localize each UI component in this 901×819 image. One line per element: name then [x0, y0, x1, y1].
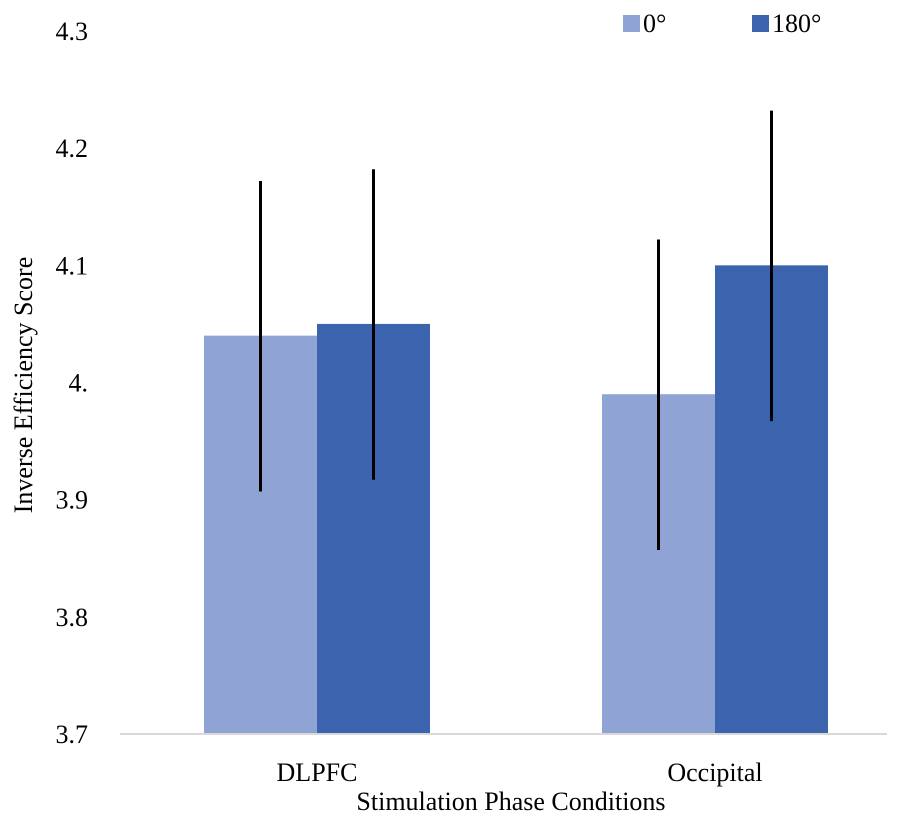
x-axis-title: Stimulation Phase Conditions: [356, 787, 665, 816]
legend-swatch: [623, 15, 640, 32]
x-tick-label: Occipital: [667, 758, 762, 787]
y-tick-label: 4.3: [56, 17, 89, 46]
error-bars: [259, 110, 773, 551]
bars: [204, 265, 828, 734]
y-axis-tick-labels: 3.7 3.8 3.9 4. 4.1 4.2 4.3: [56, 17, 89, 749]
x-tick-label: DLPFC: [277, 758, 358, 787]
y-axis-title: Inverse Efficiency Score: [9, 257, 38, 514]
y-tick-label: 3.7: [56, 720, 89, 749]
legend-label: 0°: [643, 9, 666, 38]
legend-label: 180°: [772, 9, 821, 38]
y-tick-label: 4.1: [56, 251, 89, 280]
y-tick-label: 3.8: [56, 603, 89, 632]
y-tick-label: 3.9: [56, 486, 89, 515]
y-tick-label: 4.: [69, 369, 89, 398]
y-tick-label: 4.2: [56, 134, 89, 163]
legend: 0° 180°: [623, 9, 821, 38]
x-axis-tick-labels: DLPFC Occipital: [277, 758, 763, 787]
legend-swatch: [752, 15, 769, 32]
